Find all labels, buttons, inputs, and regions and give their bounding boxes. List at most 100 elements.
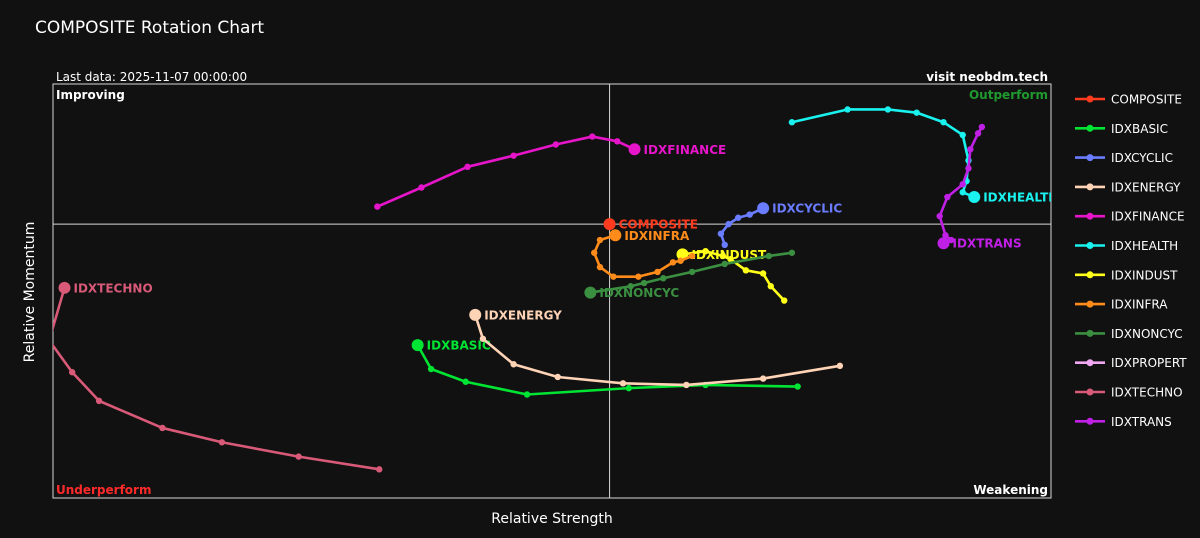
legend-label: IDXPROPERT xyxy=(1111,356,1187,370)
series-point-idxenergy xyxy=(836,362,844,370)
series-label-idxtechno: IDXTECHNO xyxy=(74,281,153,295)
series-point-idxinfra xyxy=(596,236,604,244)
series-point-idxinfra xyxy=(635,273,642,280)
series-line-idxfinance xyxy=(376,135,636,208)
series-label-idxnoncyc: IDXNONCYC xyxy=(599,286,679,300)
series-label-idxindust: IDXINDUST xyxy=(692,248,768,262)
series-head-point-idxbasic xyxy=(411,339,424,352)
series-point-idxnoncyc xyxy=(660,275,667,282)
legend-swatch-marker xyxy=(1086,329,1094,337)
legend-item-idxhealth[interactable]: IDXHEALTH xyxy=(1075,239,1178,253)
series-idxpropert: IDXPROPERT xyxy=(1182,121,1200,222)
legend-item-composite[interactable]: COMPOSITE xyxy=(1075,93,1182,107)
quadrant-label-underperform: Underperform xyxy=(56,483,151,497)
series-point-idxindust xyxy=(767,283,774,290)
quadrant-label-improving: Improving xyxy=(56,88,125,102)
legend-item-idxfinance[interactable]: IDXFINANCE xyxy=(1075,210,1185,224)
series-point-idxenergy xyxy=(619,380,627,387)
series-idxtechno: IDXTECHNO xyxy=(46,281,383,473)
legend-swatch-marker xyxy=(1086,271,1094,279)
series-point-idxtechno xyxy=(68,369,76,376)
legend-label: IDXENERGY xyxy=(1111,180,1181,194)
series-point-idxtrans xyxy=(965,165,972,172)
plot-frame xyxy=(52,83,1052,499)
legend-item-idxcyclic[interactable]: IDXCYCLIC xyxy=(1075,151,1173,165)
legend-label: IDXINDUST xyxy=(1111,268,1178,282)
legend-label: IDXINFRA xyxy=(1111,298,1168,312)
series-head-point-idxfinance xyxy=(628,143,641,156)
quadrant-labels: Improving Outperform Underperform Weakening xyxy=(56,88,1048,497)
series-point-idxtechno xyxy=(46,337,52,343)
series-point-idxtechno xyxy=(218,439,226,446)
series-point-idxtechno xyxy=(376,466,383,473)
legend-item-idxindust[interactable]: IDXINDUST xyxy=(1075,268,1178,282)
watermark-label: visit neobdm.tech xyxy=(926,70,1048,84)
series-point-idxtrans xyxy=(974,130,982,137)
series-point-idxhealth xyxy=(959,189,966,196)
legend-item-idxtechno[interactable]: IDXTECHNO xyxy=(1075,386,1183,400)
series-point-idxenergy xyxy=(759,375,767,382)
series-point-idxtechno xyxy=(295,453,302,460)
series-point-idxnoncyc xyxy=(788,249,796,256)
series-point-idxbasic xyxy=(794,383,801,390)
series-point-idxtrans xyxy=(948,236,955,244)
series-idxenergy: IDXENERGY xyxy=(469,308,844,389)
series-point-idxhealth xyxy=(913,109,920,116)
series-point-idxnoncyc xyxy=(721,260,728,268)
legend-item-idxbasic[interactable]: IDXBASIC xyxy=(1075,122,1168,136)
legend-item-idxnoncyc[interactable]: IDXNONCYC xyxy=(1075,327,1183,341)
series-point-idxbasic xyxy=(462,378,469,385)
quadrant-label-weakening: Weakening xyxy=(973,483,1048,497)
quadrant-label-outperform: Outperform xyxy=(969,88,1048,102)
legend-label: IDXCYCLIC xyxy=(1111,151,1173,165)
legend-item-idxenergy[interactable]: IDXENERGY xyxy=(1075,180,1181,194)
chart-title: COMPOSITE Rotation Chart xyxy=(35,18,264,38)
y-axis-label: Relative Momentum xyxy=(22,222,38,363)
series-label-composite: COMPOSITE xyxy=(619,218,698,232)
series-label-idxinfra: IDXINFRA xyxy=(624,229,690,243)
series-point-idxnoncyc xyxy=(688,268,696,276)
series-point-idxtechno xyxy=(159,424,166,432)
series-point-idxenergy xyxy=(510,361,517,368)
series-head-point-idxcyclic xyxy=(757,202,770,215)
series-point-idxindust xyxy=(719,252,727,260)
series-point-idxtrans xyxy=(959,181,966,188)
series-point-idxbasic xyxy=(625,384,632,392)
series-line-idxtrans xyxy=(938,125,984,245)
series-idxfinance: IDXFINANCE xyxy=(374,133,727,210)
series-head-point-idxenergy xyxy=(469,308,482,321)
legend-swatch-marker xyxy=(1086,300,1094,308)
legend-label: IDXFINANCE xyxy=(1111,210,1185,224)
series-label-idxfinance: IDXFINANCE xyxy=(644,143,727,157)
legend-item-idxinfra[interactable]: IDXINFRA xyxy=(1075,298,1168,312)
plot-border xyxy=(52,83,1052,499)
series-point-idxfinance xyxy=(589,133,596,140)
legend-label: IDXHEALTH xyxy=(1111,239,1178,253)
series-point-idxhealth xyxy=(844,106,851,113)
series-head-point-idxhealth xyxy=(968,191,981,204)
series-point-idxfinance xyxy=(614,138,621,145)
legend-swatch-marker xyxy=(1086,388,1094,396)
series-point-idxtechno xyxy=(95,397,103,405)
legend-item-idxpropert[interactable]: IDXPROPERT xyxy=(1075,356,1187,370)
series-point-idxcyclic xyxy=(725,220,732,228)
series-point-idxhealth xyxy=(884,106,892,113)
series-point-idxnoncyc xyxy=(640,279,648,287)
series-label-idxtrans: IDXTRANS xyxy=(953,237,1022,251)
legend-swatch-marker xyxy=(1086,183,1094,191)
series-point-idxenergy xyxy=(479,335,487,342)
series-point-idxfinance xyxy=(374,203,381,210)
series-composite: COMPOSITE xyxy=(603,218,698,232)
series-point-idxindust xyxy=(759,270,767,277)
series-point-idxnoncyc xyxy=(765,252,773,260)
series-label-idxhealth: IDXHEALTH xyxy=(983,191,1058,205)
legend-swatch-marker xyxy=(1086,417,1094,425)
series-point-idxinfra xyxy=(654,268,661,276)
series-idxinfra: IDXINFRA xyxy=(591,229,696,280)
series-idxbasic: IDXBASIC xyxy=(411,339,801,398)
legend-item-idxtrans[interactable]: IDXTRANS xyxy=(1075,415,1172,429)
series-idxhealth: IDXHEALTH xyxy=(788,106,1058,205)
series-idxnoncyc: IDXNONCYC xyxy=(584,249,796,300)
series-point-idxcyclic xyxy=(746,211,753,218)
